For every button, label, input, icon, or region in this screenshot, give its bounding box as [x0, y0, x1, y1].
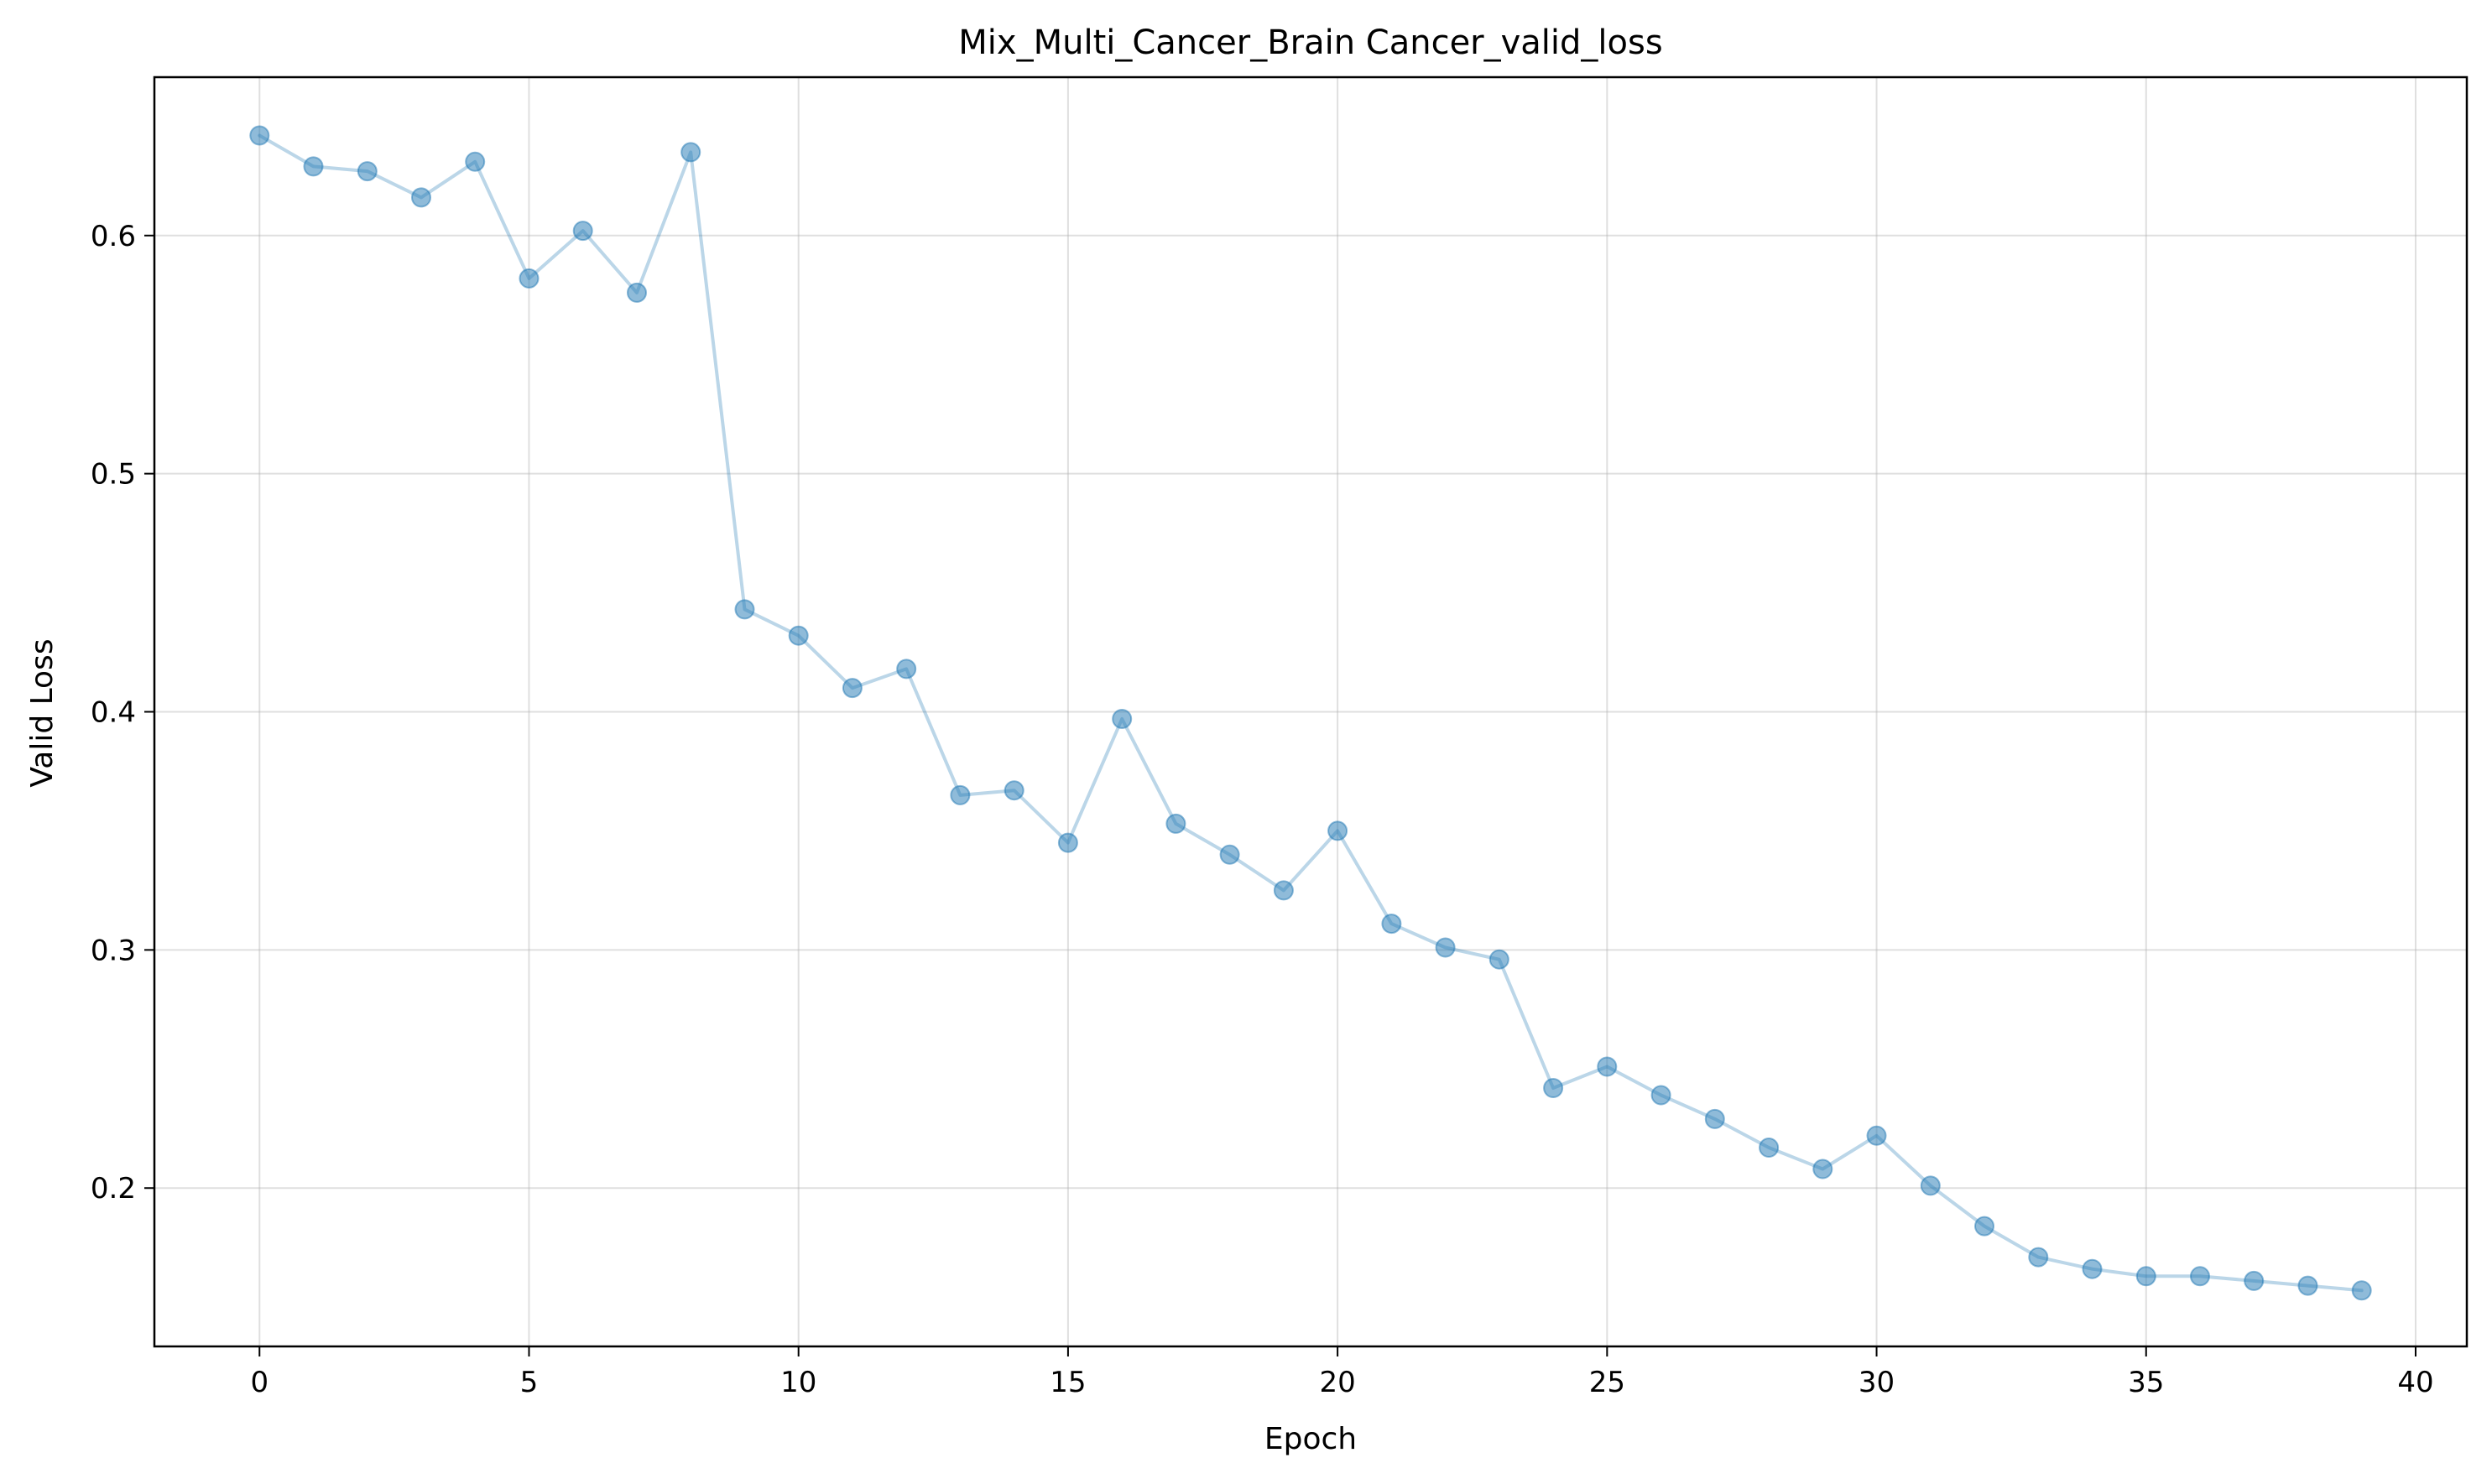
x-tick-label: 15 — [1050, 1366, 1086, 1399]
data-point — [2244, 1270, 2265, 1291]
data-point — [1543, 1078, 1564, 1098]
x-tick-label: 40 — [2397, 1366, 2433, 1399]
x-axis-ticks: 0 5 10 15 20 25 30 35 40 — [250, 1346, 2434, 1399]
data-point — [2082, 1258, 2103, 1279]
data-point — [2190, 1266, 2210, 1287]
data-point — [249, 125, 270, 146]
data-point — [1112, 709, 1133, 729]
data-point — [842, 678, 863, 699]
data-point — [1165, 813, 1186, 834]
data-point — [465, 151, 486, 172]
data-point — [1920, 1175, 1941, 1196]
y-axis-label: Valid Loss — [25, 638, 60, 787]
data-point — [1650, 1085, 1671, 1106]
x-tick-label: 30 — [1859, 1366, 1895, 1399]
y-tick-label: 0.3 — [91, 934, 136, 967]
data-point — [788, 625, 809, 646]
x-tick-label: 35 — [2128, 1366, 2164, 1399]
x-tick-label: 5 — [520, 1366, 539, 1399]
data-point — [896, 659, 917, 680]
y-tick-label: 0.6 — [91, 220, 136, 253]
data-point — [1435, 937, 1456, 958]
data-point — [1327, 820, 1348, 841]
data-point — [357, 161, 378, 182]
grid — [154, 77, 2467, 1346]
y-tick-label: 0.2 — [91, 1172, 136, 1205]
data-point — [1597, 1056, 1618, 1077]
y-tick-label: 0.5 — [91, 458, 136, 492]
data-point — [950, 784, 971, 805]
data-point — [2297, 1275, 2318, 1296]
data-point — [1057, 832, 1078, 853]
series-line — [258, 133, 2364, 1293]
chart-title: Mix_Multi_Cancer_Brain Cancer_valid_loss — [958, 23, 1662, 62]
series-layer — [249, 125, 2372, 1301]
data-point — [519, 268, 540, 289]
x-tick-label: 25 — [1589, 1366, 1625, 1399]
data-point — [303, 156, 324, 177]
y-tick-label: 0.4 — [91, 696, 136, 730]
data-point — [1004, 780, 1024, 801]
y-axis-ticks: 0.2 0.3 0.4 0.5 0.6 — [91, 220, 154, 1205]
data-point — [734, 599, 755, 620]
data-point — [1866, 1125, 1887, 1146]
data-point — [1974, 1216, 1994, 1237]
data-point — [572, 221, 593, 242]
x-tick-label: 20 — [1319, 1366, 1355, 1399]
data-point — [1488, 949, 1509, 970]
data-point — [1219, 844, 1240, 865]
data-point — [1381, 914, 1402, 935]
x-tick-label: 0 — [250, 1366, 268, 1399]
data-point — [1704, 1108, 1725, 1129]
data-point — [1759, 1138, 1780, 1158]
data-point — [2135, 1266, 2156, 1287]
x-axis-label: Epoch — [1264, 1422, 1357, 1456]
data-point — [411, 187, 431, 208]
data-point — [627, 282, 647, 303]
data-point — [1273, 880, 1294, 901]
data-point — [680, 142, 701, 163]
data-point — [2028, 1247, 2049, 1268]
x-tick-label: 10 — [780, 1366, 816, 1399]
data-point — [2351, 1280, 2372, 1301]
data-point — [1812, 1159, 1833, 1179]
